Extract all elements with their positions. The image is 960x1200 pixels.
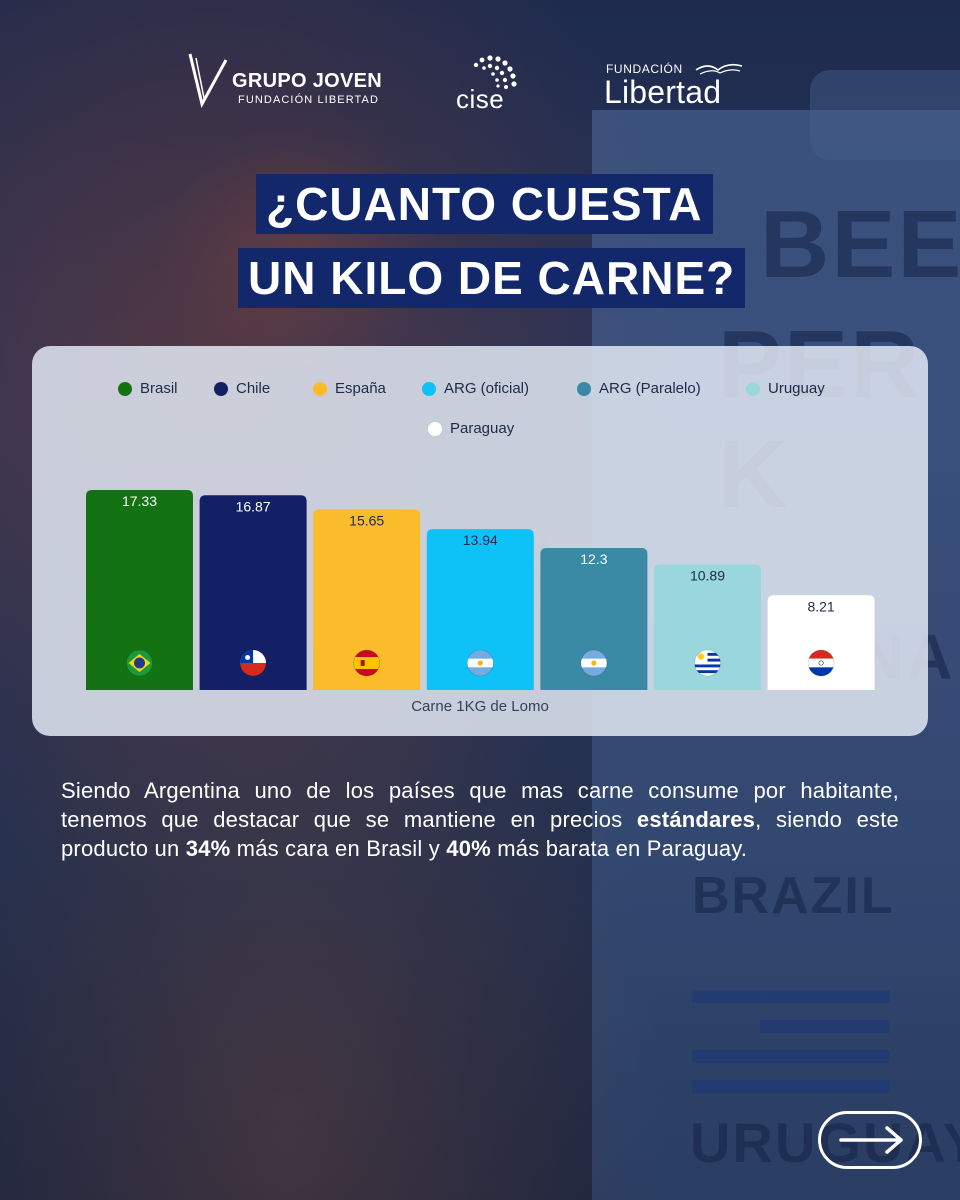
body-text-part: Siendo Argentina uno de los países que m… — [61, 778, 899, 832]
legend-label: ARG (Paralelo) — [599, 380, 701, 397]
background-flag-stripe — [692, 990, 890, 1003]
legend-label: Uruguay — [768, 380, 825, 397]
fundacion-libertad-small: FUNDACIÓN — [606, 62, 683, 76]
background-word-beef: BEEF — [760, 191, 960, 298]
grupo-joven-logo: GRUPO JOVEN FUNDACIÓN LIBERTAD — [188, 52, 398, 112]
body-paragraph: Siendo Argentina uno de los países que m… — [61, 776, 899, 863]
legend-item: ARG (oficial) — [422, 380, 529, 397]
bar-group: 13.94 — [426, 529, 534, 690]
argentina-flag-icon — [580, 649, 608, 677]
next-button[interactable] — [818, 1111, 922, 1169]
bar — [654, 564, 761, 690]
bar-value-label: 15.65 — [349, 512, 384, 528]
bar-group: 16.87 — [199, 495, 307, 690]
legend-item: Chile — [214, 380, 270, 397]
background-sign-hook — [810, 70, 960, 160]
cise-logo: cise — [452, 54, 532, 114]
background-word-brazil: BRAZIL — [692, 867, 895, 925]
fundacion-libertad-logo: FUNDACIÓN Libertad — [604, 62, 754, 122]
bar-group: 10.89 — [654, 564, 761, 690]
title-line-2: UN KILO DE CARNE? — [238, 248, 746, 308]
cise-dots-icon — [473, 55, 517, 89]
body-text-part: más cara en Brasil y — [230, 836, 447, 861]
legend-swatch — [428, 421, 442, 436]
background-flag-stripe — [760, 1020, 890, 1033]
bar — [199, 495, 307, 690]
body-text-part: , siendo este producto un — [61, 807, 899, 861]
bar-value-label: 17.33 — [122, 493, 157, 509]
grupo-joven-v-icon — [188, 53, 228, 108]
cise-wordmark: cise — [456, 84, 505, 114]
uruguay-flag-icon — [694, 649, 721, 677]
legend-item: ARG (Paralelo) — [577, 380, 701, 397]
spain-flag-icon — [353, 649, 381, 677]
legend-item: Paraguay — [428, 420, 514, 437]
bar-value-label: 16.87 — [236, 498, 271, 514]
bar-group: 17.33 — [86, 490, 193, 690]
legend-label: España — [335, 380, 386, 397]
bird-icon — [695, 63, 743, 75]
arrow-right-icon — [839, 1126, 903, 1154]
body-text-bold: 40% — [446, 836, 491, 861]
legend-label: Paraguay — [450, 420, 515, 437]
bar-value-label: 12.3 — [580, 551, 607, 567]
paraguay-flag-icon — [807, 649, 835, 677]
legend-item: España — [313, 380, 386, 397]
legend-swatch — [746, 381, 760, 396]
legend-item: Brasil — [118, 380, 178, 397]
legend-item: Uruguay — [746, 380, 825, 397]
bar-group: 12.3 — [540, 548, 648, 690]
title-line-1: ¿CUANTO CUESTA — [256, 174, 713, 234]
bar-value-label: 13.94 — [463, 532, 498, 548]
bar — [767, 595, 875, 690]
chart-panel: Brasil Chile España ARG (oficial) ARG (Paral… — [32, 346, 928, 736]
x-axis-label: Carne 1KG de Lomo — [411, 698, 549, 715]
bar-group: 8.21 — [767, 595, 875, 690]
background-flag-stripe — [692, 1050, 890, 1063]
legend-swatch — [577, 381, 591, 396]
bar — [86, 490, 193, 690]
header-logos: GRUPO JOVEN FUNDACIÓN LIBERTAD cise FUND… — [0, 50, 960, 120]
grupo-joven-title: GRUPO JOVEN — [232, 70, 382, 92]
body-text-bold: estándares — [636, 807, 756, 832]
bar — [426, 529, 534, 690]
legend-swatch — [118, 381, 132, 396]
bar-chart: 17.33 16.87 15.65 13.94 12.3 10.89 8.21 — [86, 490, 875, 690]
chile-flag-icon — [239, 649, 267, 677]
legend-swatch — [214, 381, 228, 396]
bar — [540, 548, 648, 690]
chart-legend: Brasil Chile España ARG (oficial) ARG (Paral… — [32, 374, 928, 454]
bar-value-label: 8.21 — [807, 598, 834, 614]
legend-label: Brasil — [140, 380, 178, 397]
legend-swatch — [313, 381, 327, 396]
legend-swatch — [422, 381, 436, 396]
background-flag-stripe — [692, 1080, 890, 1093]
legend-label: ARG (oficial) — [444, 380, 530, 397]
fundacion-libertad-big: Libertad — [604, 74, 722, 110]
brazil-flag-icon — [126, 649, 153, 677]
body-text-part: más barata en Paraguay. — [490, 836, 748, 861]
bar-group: 15.65 — [313, 509, 421, 690]
argentina-flag-icon — [466, 649, 494, 677]
body-text-bold: 34% — [185, 836, 231, 861]
legend-label: Chile — [236, 380, 271, 397]
bar — [313, 509, 421, 690]
grupo-joven-subtitle: FUNDACIÓN LIBERTAD — [238, 94, 380, 106]
bar-value-label: 10.89 — [690, 567, 725, 583]
